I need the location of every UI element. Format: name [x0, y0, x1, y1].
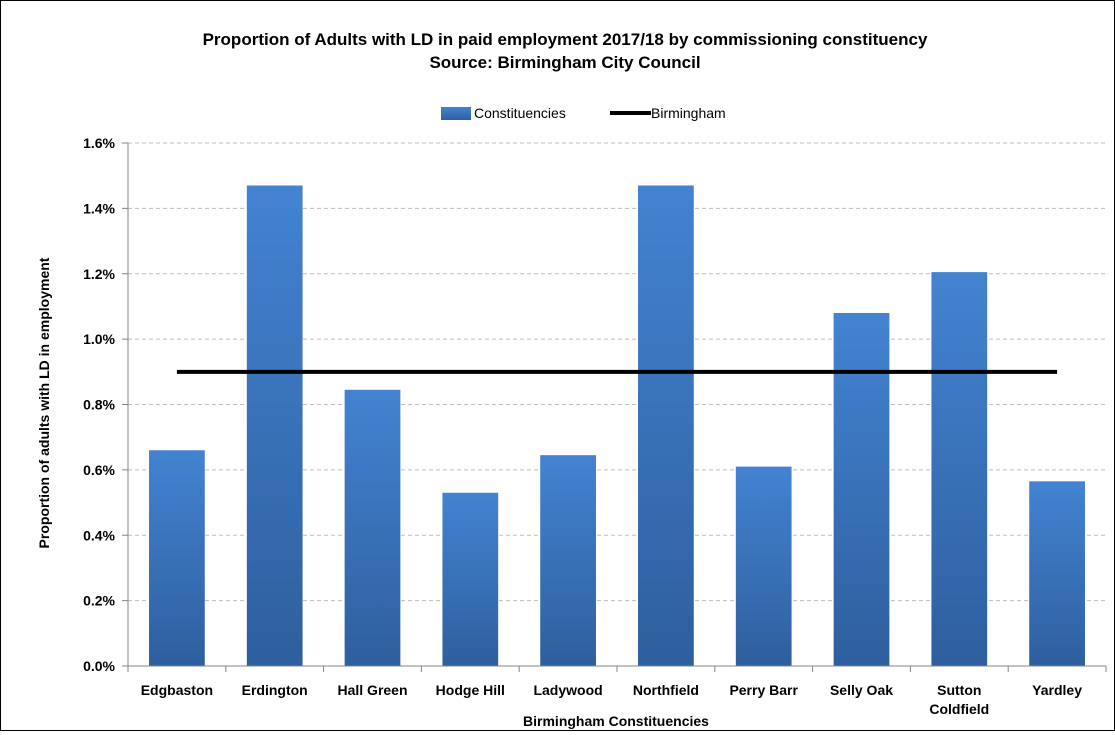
legend-swatch-constituencies [441, 107, 471, 120]
y-axis-ticks: 0.0% 0.2% 0.4% 0.6% 0.8% 1.0% 1.2% 1.4% 1.6% [83, 135, 128, 674]
y-tick-label: 0.0% [83, 658, 115, 674]
bar-series [149, 185, 1085, 666]
y-tick-label: 1.0% [83, 331, 115, 347]
bar [1029, 481, 1085, 666]
x-tick-label: Sutton Coldfield [929, 682, 989, 717]
x-axis-title: Birmingham Constituencies [523, 713, 709, 729]
x-tick-label: Yardley [1032, 682, 1082, 698]
bar [246, 185, 303, 666]
y-tick-label: 0.4% [83, 527, 115, 543]
x-tick-label: Edgbaston [141, 682, 213, 698]
x-tick-label: Erdington [242, 682, 308, 698]
x-tick-label: Hall Green [337, 682, 407, 698]
x-tick-label: Northfield [633, 682, 699, 698]
chart-title: Proportion of Adults with LD in paid emp… [203, 30, 928, 49]
y-tick-label: 0.6% [83, 462, 115, 478]
y-axis-title: Proportion of adults with LD in employme… [36, 257, 52, 548]
legend-label-birmingham: Birmingham [651, 105, 726, 121]
legend-label-constituencies: Constituencies [474, 105, 566, 121]
x-tick-label: Selly Oak [830, 682, 893, 698]
axes [127, 143, 1106, 667]
x-tick-label: Perry Barr [729, 682, 798, 698]
bar [931, 272, 988, 666]
bar [638, 185, 694, 666]
bar [442, 492, 499, 666]
bar [833, 312, 890, 666]
bar [149, 450, 205, 666]
legend: Constituencies Birmingham [441, 105, 726, 121]
x-tick-label: Hodge Hill [436, 682, 505, 698]
bar [344, 389, 401, 666]
y-tick-label: 1.2% [83, 266, 115, 282]
y-tick-label: 0.2% [83, 593, 115, 609]
x-tick-label: Ladywood [533, 682, 602, 698]
chart-subtitle: Source: Birmingham City Council [429, 53, 700, 72]
bar [540, 455, 596, 666]
y-tick-label: 1.4% [83, 200, 115, 216]
y-tick-label: 0.8% [83, 397, 115, 413]
x-axis-ticks: Edgbaston Erdington Hall Green Hodge Hill La… [127, 666, 1107, 717]
bar [735, 466, 792, 666]
y-tick-label: 1.6% [83, 135, 115, 151]
